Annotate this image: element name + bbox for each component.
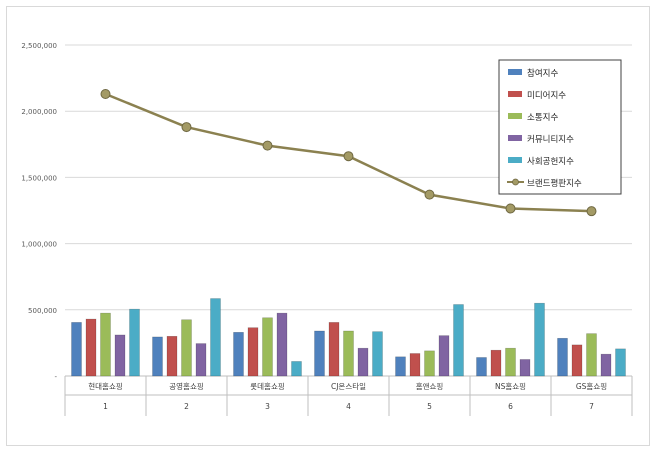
x-tick-label: 현대홈쇼핑 [88,381,123,391]
x-rank-label: 3 [265,402,270,411]
bar [571,344,583,377]
bar [615,348,626,377]
bar [247,327,259,377]
bar [114,334,126,377]
bar [291,361,302,377]
chart-frame: - 500,000 1,000,000 1,500,000 2,000,000 2,500… [6,6,650,446]
bar [438,335,450,377]
line-point [262,140,273,151]
line-point [343,151,354,162]
x-rank-label: 7 [589,402,594,411]
bar [357,347,369,377]
legend-label: 소통지수 [527,113,558,123]
x-rank-label: 6 [508,402,513,411]
legend-label: 브랜드평판지수 [527,178,582,189]
bar [276,312,288,377]
legend-swatch [508,157,522,163]
x-tick-label: 롯데홈쇼핑 [250,381,285,391]
bar [210,298,221,377]
legend-swatch [508,113,522,119]
bar [328,322,340,377]
bar [519,359,531,377]
bar [409,353,421,377]
y-tick-label: 500,000 [28,307,57,315]
x-tick-label: GS홈쇼핑 [576,381,607,391]
bar [71,322,82,377]
y-tick-label: 1,500,000 [21,174,57,182]
legend-label: 커뮤니티지수 [527,134,574,145]
bar [453,304,464,377]
x-rank-label: 5 [427,402,432,411]
bar [85,318,97,377]
legend-box [498,59,622,195]
x-tick-label: CJ온스타일 [331,382,366,391]
y-tick-label: - [54,373,57,381]
x-tick-label: NS홈쇼핑 [495,381,526,391]
line-point [505,203,516,214]
legend-label: 참여지수 [527,68,558,79]
legend-label: 사회공헌지수 [527,157,574,167]
y-tick-label: 2,000,000 [21,108,57,116]
bar [233,332,244,377]
bar [181,319,192,377]
bar [395,356,406,377]
bar [490,349,502,377]
line-point [586,206,597,217]
line-point [181,122,192,133]
legend-swatch [508,135,522,141]
x-rank-label: 4 [346,402,351,411]
bar [505,347,516,377]
bar [166,335,178,377]
bar [262,317,273,377]
legend-label: 미디어지수 [527,90,566,101]
x-rank-label: 1 [103,402,108,411]
x-tick-label: 홈앤쇼핑 [416,381,444,391]
bar [129,308,140,377]
bar [372,331,383,377]
x-rank-label: 2 [184,402,189,411]
bar [314,330,325,377]
bar [152,336,163,377]
y-tick-label: 1,000,000 [21,241,57,249]
bar [586,333,597,377]
legend-swatch [508,69,522,75]
legend-swatch [508,91,522,97]
bar [343,330,354,377]
bar [557,337,568,377]
chart: - 500,000 1,000,000 1,500,000 2,000,000 2,500… [21,42,633,416]
bar [600,353,612,377]
line-point [100,88,111,99]
bar [424,350,435,377]
line-point [424,189,435,200]
bar [476,357,487,377]
x-tick-label: 공영홈쇼핑 [169,381,204,391]
bar [534,302,545,377]
bar [195,343,207,377]
y-tick-label: 2,500,000 [21,42,57,50]
bar [100,312,111,377]
legend-marker [512,178,519,186]
